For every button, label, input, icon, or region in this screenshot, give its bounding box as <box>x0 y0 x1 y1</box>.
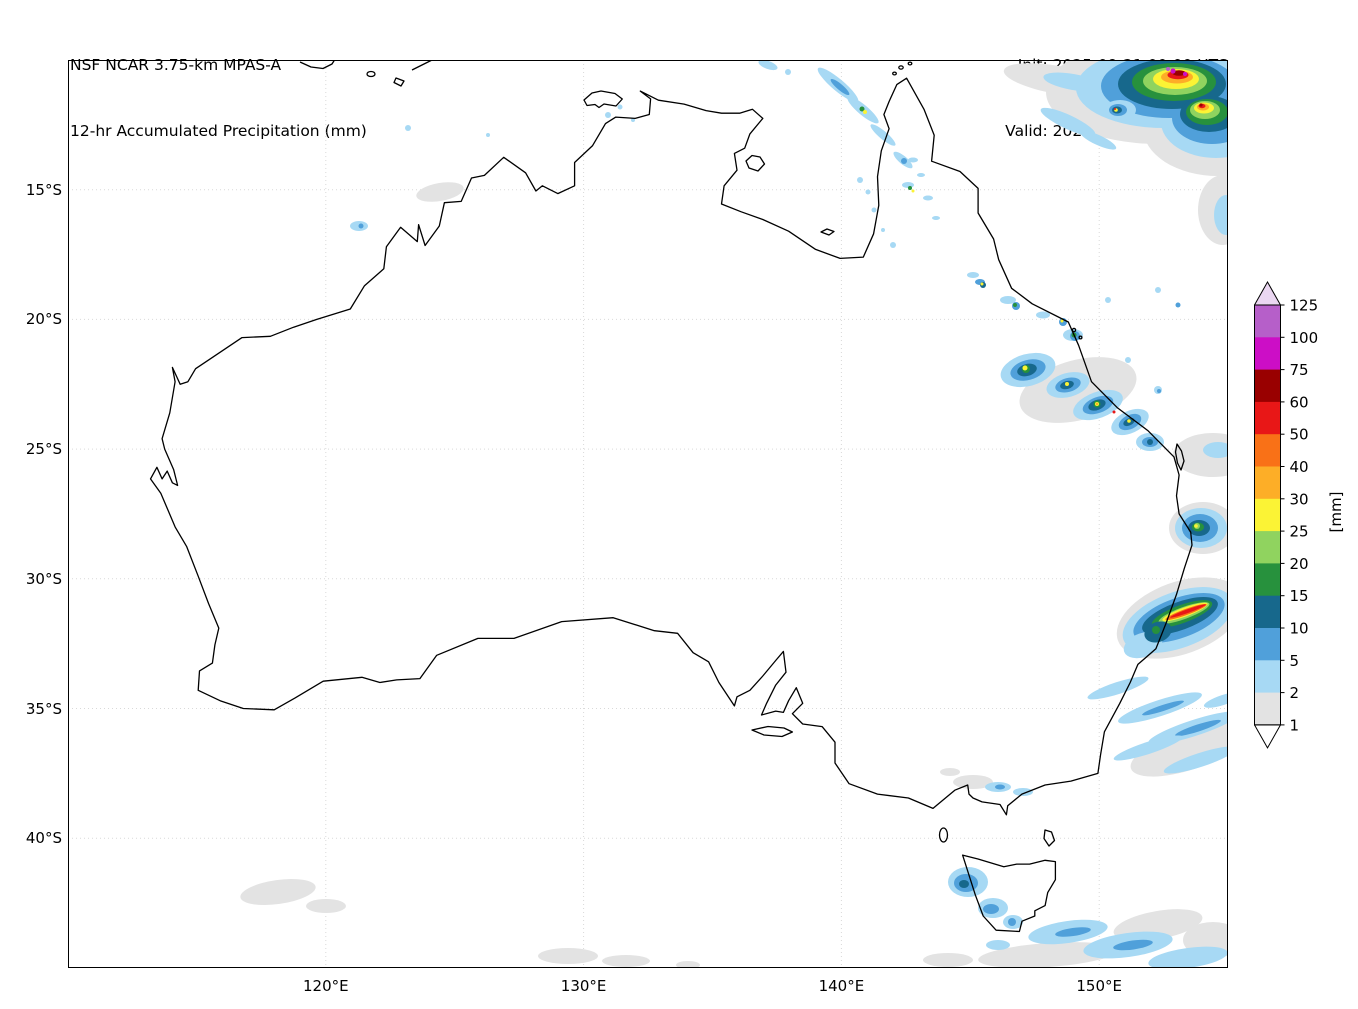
precip-qld-coast-showers <box>967 272 1181 394</box>
kangaroo-island <box>751 725 794 738</box>
precip-central-qld-cluster <box>1000 352 1228 477</box>
precip-vic-coast-patches <box>940 768 1033 796</box>
king-island <box>938 827 949 843</box>
svg-text:100: 100 <box>1290 329 1319 347</box>
mornington-island <box>820 228 835 236</box>
svg-text:15: 15 <box>1290 587 1309 605</box>
torres-strait-island <box>907 61 913 66</box>
australia-mainland-coastline <box>149 77 1193 816</box>
australia-precipitation-map <box>68 60 1228 968</box>
flinders-island <box>1043 829 1056 847</box>
svg-text:30: 30 <box>1290 490 1309 508</box>
lat-tick-30s: 30°S <box>25 569 62 588</box>
precip-nw-tropics-streaks <box>605 60 913 195</box>
coastlines <box>149 60 1193 933</box>
svg-text:1: 1 <box>1290 716 1300 734</box>
lat-tick-20s: 20°S <box>25 310 62 329</box>
svg-text:20: 20 <box>1290 555 1309 573</box>
svg-text:25: 25 <box>1290 523 1309 541</box>
svg-text:2: 2 <box>1290 684 1300 702</box>
lon-tick-140e: 140°E <box>818 977 865 995</box>
timor-island-partial <box>411 60 433 71</box>
torres-strait-island <box>898 65 904 70</box>
svg-text:5: 5 <box>1290 652 1300 670</box>
precip-misc-specks <box>350 125 490 231</box>
colorbar-unit-label: [mm] <box>1327 491 1345 533</box>
svg-text:10: 10 <box>1290 620 1309 638</box>
lon-tick-150e: 150°E <box>1076 977 1122 995</box>
precip-coral-sea-storm <box>1003 60 1228 245</box>
precip-light-gray-patches <box>240 182 700 968</box>
sumba-island-partial <box>299 60 336 70</box>
lon-tick-130e: 130°E <box>560 977 607 995</box>
fraser-island <box>1174 443 1185 471</box>
savu-island <box>366 70 376 78</box>
graticule-gridlines <box>68 60 1228 968</box>
precip-gulf-carpentaria-specks <box>871 157 940 248</box>
precipitation-colorbar: 125 100 75 60 50 40 30 25 20 15 10 5 2 1 <box>1253 280 1354 753</box>
lat-tick-35s: 35°S <box>25 699 62 718</box>
lat-tick-15s: 15°S <box>25 180 62 199</box>
precip-seqld-coastal-blob <box>1169 502 1228 554</box>
rote-island <box>393 77 405 87</box>
whitsunday-island <box>1078 335 1083 340</box>
lon-tick-120e: 120°E <box>302 977 349 995</box>
groote-eylandt <box>745 154 766 172</box>
colorbar-svg: 125 100 75 60 50 40 30 25 20 15 10 5 2 1 <box>1253 280 1319 749</box>
tasmania-coastline <box>961 854 1057 933</box>
whitsunday-island <box>1071 327 1077 333</box>
precip-tasmania-patches <box>923 867 1228 968</box>
lat-tick-40s: 40°S <box>25 829 62 848</box>
precip-tasman-sea-streaks <box>1087 676 1228 777</box>
tiwi-islands <box>583 90 623 109</box>
lat-tick-25s: 25°S <box>25 440 62 459</box>
svg-text:125: 125 <box>1290 297 1319 315</box>
svg-text:60: 60 <box>1290 393 1309 411</box>
svg-text:40: 40 <box>1290 458 1309 476</box>
precipitation-overlay <box>240 60 1228 968</box>
svg-text:50: 50 <box>1290 426 1309 444</box>
svg-text:75: 75 <box>1290 361 1309 379</box>
torres-strait-island <box>892 71 897 76</box>
product-name: 12-hr Accumulated Precipitation (mm) <box>70 122 367 140</box>
